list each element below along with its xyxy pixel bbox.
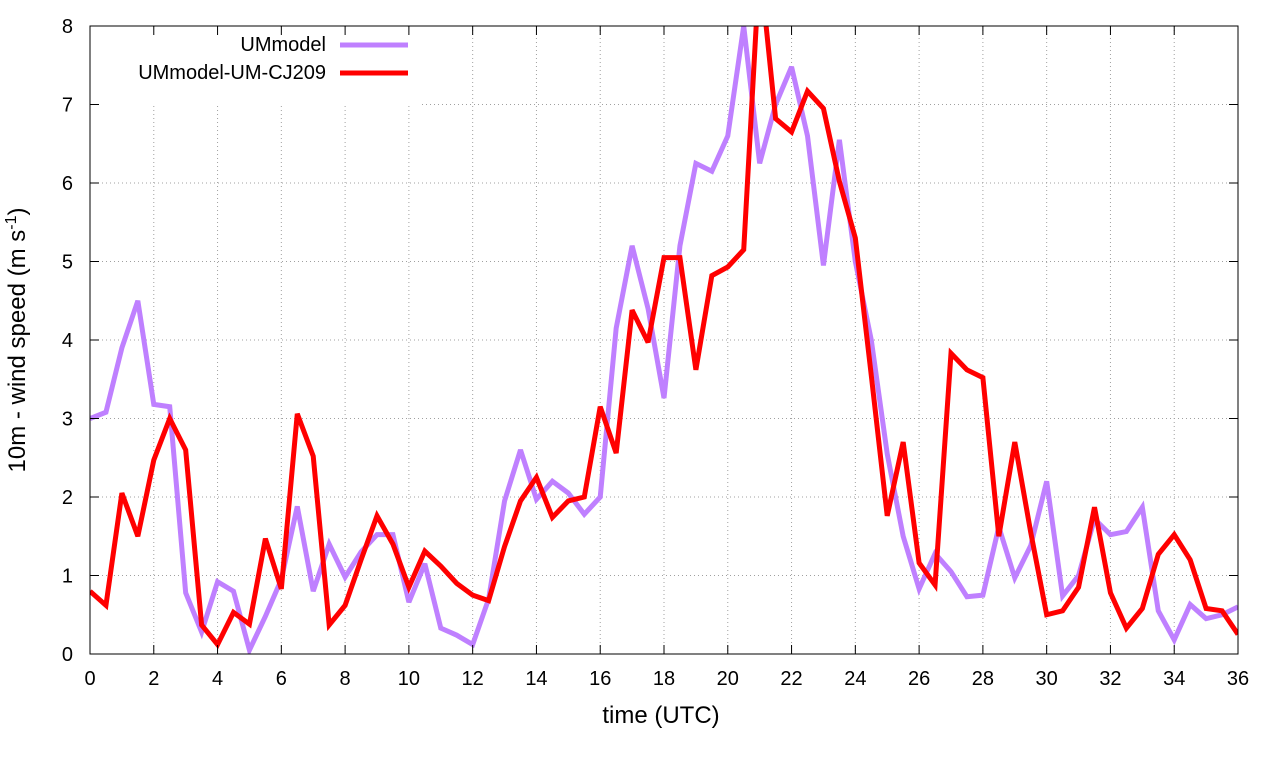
x-tick-label: 34 (1163, 668, 1185, 690)
x-tick-label: 6 (276, 668, 287, 690)
x-tick-labels: 0 2 4 6 8 10 12 14 16 18 20 22 24 26 28 30 32 34 36 (84, 668, 1249, 690)
axis-ticks (89, 25, 1239, 655)
x-tick-label: 8 (340, 668, 351, 690)
x-tick-label: 26 (908, 668, 930, 690)
y-tick-label: 4 (62, 330, 73, 352)
x-tick-label: 4 (212, 668, 223, 690)
x-tick-label: 30 (1036, 668, 1058, 690)
y-tick-label: 1 (62, 566, 73, 588)
y-axis-title-superscript: -1 (3, 215, 20, 229)
x-tick-label: 32 (1099, 668, 1121, 690)
x-tick-label: 2 (148, 668, 159, 690)
y-tick-label: 7 (62, 95, 73, 117)
x-tick-label: 28 (972, 668, 994, 690)
x-tick-label: 18 (653, 668, 675, 690)
legend-label-ummodel: UMmodel (240, 34, 326, 56)
x-tick-label: 24 (844, 668, 866, 690)
x-tick-label: 36 (1227, 668, 1249, 690)
y-tick-label: 2 (62, 487, 73, 509)
y-axis-title: 10m - wind speed (m s-1) (3, 208, 31, 473)
y-tick-label: 0 (62, 644, 73, 666)
legend: UMmodel UMmodel-UM-CJ209 (92, 28, 420, 106)
y-axis-title-close: ) (4, 208, 31, 216)
x-tick-label: 16 (589, 668, 611, 690)
y-tick-label: 5 (62, 252, 73, 274)
y-tick-label: 6 (62, 173, 73, 195)
series-group (90, 26, 1238, 654)
x-tick-label: 22 (780, 668, 802, 690)
x-tick-label: 12 (462, 668, 484, 690)
x-tick-label: 14 (525, 668, 547, 690)
x-tick-label: 0 (84, 668, 95, 690)
legend-label-ummodel-um-cj209: UMmodel-UM-CJ209 (138, 62, 326, 84)
series-line-ummodel-um-cj209 (90, 26, 1238, 650)
y-axis-title-main: 10m - wind speed (m s (4, 230, 31, 473)
y-tick-labels: 0 1 2 3 4 5 6 7 8 (62, 16, 73, 666)
y-tick-label: 8 (62, 16, 73, 38)
y-tick-label: 3 (62, 409, 73, 431)
x-axis-title: time (UTC) (602, 702, 719, 729)
x-tick-label: 20 (717, 668, 739, 690)
legend-background (92, 28, 420, 106)
x-tick-label: 10 (398, 668, 420, 690)
